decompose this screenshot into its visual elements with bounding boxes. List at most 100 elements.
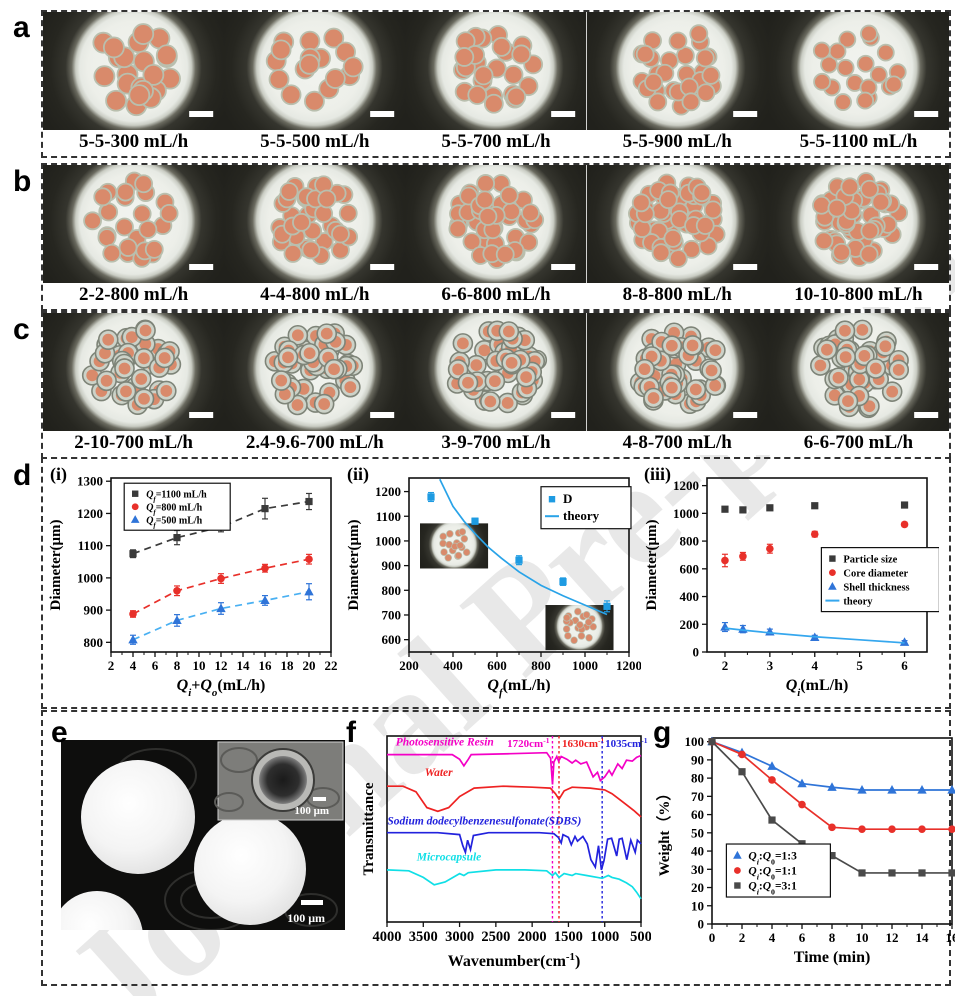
svg-text:1000: 1000 — [673, 506, 699, 521]
svg-text:1720cm-1: 1720cm-1 — [507, 736, 550, 751]
svg-text:Weight（%）: Weight（%） — [656, 786, 673, 877]
svg-text:1000: 1000 — [590, 929, 619, 945]
panel-g-letter: g — [653, 716, 672, 749]
svg-text:3500: 3500 — [409, 929, 438, 945]
svg-text:Qf=1100 mL/h: Qf=1100 mL/h — [146, 490, 207, 504]
svg-text:1200: 1200 — [375, 484, 401, 499]
svg-text:3000: 3000 — [445, 929, 474, 945]
chart-diameter-vs-qi-plus-qo: 2 4 6 8 10 12 14 16 18 20 22 800 900 1000 1100 1200 1300… — [47, 472, 343, 707]
svg-text:70: 70 — [691, 789, 704, 804]
svg-text:20: 20 — [303, 658, 316, 673]
svg-text:600: 600 — [382, 632, 402, 647]
svg-text:1100: 1100 — [78, 538, 103, 553]
svg-text:theory: theory — [843, 597, 873, 608]
micrograph-image — [586, 313, 768, 431]
svg-text:3: 3 — [767, 658, 774, 673]
micrograph-image — [224, 313, 406, 431]
panel-b-letter: b — [13, 165, 32, 198]
micrograph-caption: 5-5-1100 mL/h — [767, 130, 950, 154]
svg-text:2: 2 — [722, 658, 729, 673]
svg-text:1200: 1200 — [77, 506, 103, 521]
micrograph-image — [767, 313, 950, 431]
svg-text:0: 0 — [693, 645, 700, 660]
micrograph-image — [405, 165, 587, 283]
svg-text:60: 60 — [691, 807, 704, 822]
svg-text:4: 4 — [769, 930, 776, 945]
subpanel-iii-label: (iii) — [644, 464, 671, 484]
micrograph-tile: 10-10-800 mL/h — [767, 165, 950, 309]
micrograph-caption: 8-8-800 mL/h — [586, 283, 768, 307]
micrograph-caption: 5-5-300 mL/h — [43, 130, 225, 154]
micrograph-caption: 3-9-700 mL/h — [405, 431, 587, 455]
micrograph-image — [405, 313, 587, 431]
svg-text:800: 800 — [680, 534, 700, 549]
micrograph-tile: 5-5-500 mL/h — [224, 12, 406, 156]
svg-text:2500: 2500 — [481, 929, 510, 945]
svg-text:Qf(mL/h): Qf(mL/h) — [487, 677, 550, 699]
droplets — [266, 27, 364, 112]
chart-d_ii: 200 400 600 800 1000 1200 600 700 800 900 1000 1100… — [346, 477, 642, 699]
micrograph-caption: 5-5-900 mL/h — [586, 130, 768, 154]
micrograph-tile: 3-9-700 mL/h — [405, 313, 587, 457]
micrograph-tile: 5-5-1100 mL/h — [767, 12, 950, 156]
micrograph-image — [405, 12, 587, 130]
svg-text:1100: 1100 — [376, 509, 401, 524]
svg-text:6: 6 — [901, 658, 908, 673]
inset-micrograph — [420, 523, 489, 569]
svg-text:Diameter(μm): Diameter(μm) — [48, 520, 64, 611]
svg-text:Qf=800 mL/h: Qf=800 mL/h — [146, 503, 202, 516]
micrograph-tile: 8-8-800 mL/h — [586, 165, 768, 309]
svg-text:16: 16 — [946, 930, 955, 945]
panel-a-micrograph-row: 5-5-300 mL/h 5-5-500 mL/h 5-5-700 mL/h 5-5-… — [41, 10, 951, 158]
svg-text:1630cm-1: 1630cm-1 — [562, 736, 605, 751]
micrograph-caption: 4-8-700 mL/h — [586, 431, 768, 455]
svg-text:200: 200 — [680, 617, 700, 632]
micrograph-caption: 5-5-500 mL/h — [224, 130, 406, 154]
chart-weight-vs-time: 0 2 4 6 8 10 12 14 16 0 10 20 30 40 50 60 70 80 90 100 Time … — [655, 724, 955, 981]
micrograph-tile: 4-8-700 mL/h — [586, 313, 768, 457]
svg-text:400: 400 — [680, 589, 700, 604]
micrograph-tile: 5-5-300 mL/h — [43, 12, 225, 156]
subpanel-i-label: (i) — [50, 464, 67, 484]
chart-d_i: 2 4 6 8 10 12 14 16 18 20 22 800 900 1000 1100 1200 1300… — [48, 474, 338, 699]
svg-text:10: 10 — [856, 930, 869, 945]
svg-text:80: 80 — [691, 771, 704, 786]
svg-text:1200: 1200 — [616, 658, 641, 673]
micrograph-image — [224, 12, 406, 130]
droplets — [270, 175, 359, 266]
svg-text:100: 100 — [685, 734, 705, 749]
svg-text:800: 800 — [531, 658, 551, 673]
micrograph-tile: 6-6-800 mL/h — [405, 165, 587, 309]
svg-text:10: 10 — [691, 898, 704, 913]
micrograph-tile: 2.4-9.6-700 mL/h — [224, 313, 406, 457]
svg-text:2: 2 — [108, 658, 115, 673]
micrograph-caption: 6-6-700 mL/h — [767, 431, 950, 455]
svg-text:2: 2 — [739, 930, 746, 945]
micrograph-caption: 4-4-800 mL/h — [224, 283, 406, 307]
svg-text:14: 14 — [916, 930, 930, 945]
svg-text:90: 90 — [691, 752, 704, 767]
droplets — [562, 607, 597, 645]
panel-c-micrograph-row: 2-10-700 mL/h 2.4-9.6-700 mL/h 3-9-700 mL/… — [41, 311, 951, 459]
svg-text:Qf=500 mL/h: Qf=500 mL/h — [146, 516, 202, 530]
chart-diameter-vs-qi: 2 3 4 5 6 0 200 400 600 800 1000 1200 Qi(mL/h) Diamet… — [643, 472, 940, 707]
svg-text:Qi:Q0=3:1: Qi:Q0=3:1 — [748, 881, 797, 897]
inset-micrograph — [545, 605, 614, 651]
svg-text:22: 22 — [325, 658, 338, 673]
chart-f: 4000 3500 3000 2500 2000 1500 1000 500 Wavenumbe… — [361, 735, 652, 970]
svg-text:100 μm: 100 μm — [294, 805, 329, 817]
chart-g: 0 2 4 6 8 10 12 14 16 0 10 20 30 40 50 60 70 80 90 100 Time … — [655, 734, 955, 966]
svg-text:Diameter(μm): Diameter(μm) — [346, 520, 362, 611]
panel-efg-box: e f g 100 μm 100 μm 4000 3500 3000 2500 2000 1… — [41, 710, 955, 986]
svg-text:Shell thickness: Shell thickness — [843, 583, 909, 594]
svg-text:8: 8 — [829, 930, 836, 945]
droplets — [812, 24, 907, 111]
droplets — [627, 173, 726, 268]
svg-text:6: 6 — [799, 930, 806, 945]
svg-text:700: 700 — [382, 607, 402, 622]
svg-text:800: 800 — [84, 635, 104, 650]
svg-text:Transmittance: Transmittance — [361, 782, 377, 875]
chart-d_iii: 2 3 4 5 6 0 200 400 600 800 1000 1200 Qi(mL/h) Diamet… — [644, 477, 940, 699]
droplets — [811, 172, 908, 267]
droplets — [629, 322, 726, 414]
